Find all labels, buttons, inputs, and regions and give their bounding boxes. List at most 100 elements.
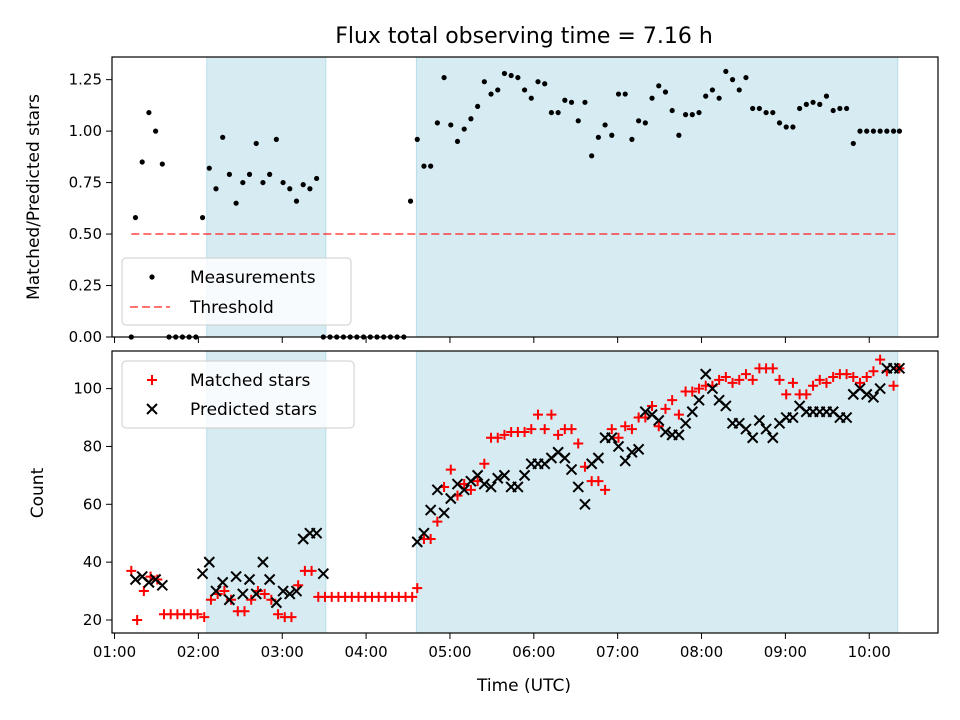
matched-stars-point <box>600 484 611 495</box>
matched-stars-point <box>868 366 879 377</box>
x-tick-label: 07:00 <box>596 643 639 661</box>
measurement-point <box>803 101 809 107</box>
predicted-stars-point <box>720 400 732 412</box>
measurement-point <box>589 153 595 159</box>
measurement-point <box>662 89 669 95</box>
measurement-point <box>521 87 528 93</box>
predicted-stars-point <box>893 362 906 375</box>
matched-stars-point <box>734 374 745 385</box>
measurement-point <box>636 118 642 124</box>
x-tick-label: 08:00 <box>680 643 723 661</box>
matched-stars-point <box>747 374 758 385</box>
measurement-point <box>441 74 447 81</box>
x-tick-label: 05:00 <box>428 643 471 661</box>
matched-stars-point <box>808 380 819 391</box>
measurement-point <box>682 112 689 118</box>
predicted-stars-point <box>606 432 618 444</box>
matched-stars-point <box>286 612 297 623</box>
predicted-stars-point <box>284 588 296 600</box>
measurement-point <box>246 171 253 177</box>
measurement-point <box>267 171 273 177</box>
matched-stars-point <box>199 612 210 623</box>
measurement-point <box>756 105 762 112</box>
measurement-point <box>776 120 783 126</box>
matched-stars-point <box>432 516 443 527</box>
measurement-point <box>495 87 501 93</box>
measurement-point <box>837 105 843 112</box>
bottom-axes-frame <box>111 350 939 634</box>
matched-stars-point <box>205 594 216 605</box>
predicted-stars-point <box>277 585 289 597</box>
measurement-point <box>153 128 159 134</box>
measurement-point <box>213 186 219 192</box>
bottom-legend-box <box>121 360 355 429</box>
measurement-point <box>428 163 434 169</box>
matched-stars-point <box>801 389 812 400</box>
predicted-stars-point <box>840 411 853 424</box>
predicted-stars-point <box>250 588 262 600</box>
measurement-point <box>293 198 300 204</box>
measurement-point <box>602 122 608 128</box>
measurement-point <box>528 95 534 101</box>
measurement-point <box>656 83 662 89</box>
measurement-point <box>770 109 776 116</box>
predicted-stars-point <box>203 556 215 568</box>
legend-threshold-label: Threshold <box>189 298 274 318</box>
x-tick-label: 04:00 <box>344 643 387 661</box>
matched-stars-point <box>566 424 577 435</box>
matched-stars-point <box>499 429 510 440</box>
top-ytick-label: 0.00 <box>69 328 102 346</box>
matched-stars-point <box>259 588 270 599</box>
predicted-stars-point <box>243 573 256 586</box>
measurement-point <box>555 109 561 116</box>
measurement-point <box>857 128 863 134</box>
x-tick-label: 10:00 <box>848 643 891 661</box>
measurement-point <box>797 105 803 112</box>
matched-stars-point <box>479 458 490 469</box>
matched-stars-point <box>306 565 317 576</box>
predicted-stars-point <box>196 568 209 580</box>
predicted-stars-point <box>498 469 511 482</box>
matched-stars-point <box>132 614 143 625</box>
measurement-point <box>783 124 789 130</box>
matched-stars-point <box>673 409 684 420</box>
measurement-point <box>414 136 420 142</box>
predicted-stars-point <box>626 446 638 458</box>
matched-stars-point <box>273 609 284 620</box>
measurement-point <box>542 81 548 87</box>
bottom-ytick-label: 60 <box>83 495 102 513</box>
predicted-stars-point <box>740 423 752 435</box>
measurement-point <box>703 93 709 99</box>
predicted-stars-point <box>438 507 450 519</box>
measurement-point <box>280 179 286 186</box>
measurement-point <box>199 214 206 221</box>
predicted-stars-point <box>706 382 719 395</box>
measurement-point <box>253 140 259 147</box>
legend-predicted-marker <box>146 403 158 415</box>
predicted-stars-point <box>673 429 685 441</box>
predicted-stars-point <box>565 463 578 476</box>
measurement-point <box>870 128 877 134</box>
measurement-point <box>407 198 414 204</box>
measurement-point <box>307 186 313 192</box>
predicted-stars-point <box>767 432 779 444</box>
predicted-stars-point <box>129 573 142 586</box>
measurement-point <box>622 91 628 97</box>
predicted-stars-point <box>290 585 303 597</box>
top-ytick-label: 0.50 <box>69 225 102 243</box>
measurement-point <box>642 120 648 126</box>
measurement-point <box>669 107 675 114</box>
predicted-stars-point <box>639 406 652 418</box>
matched-stars-point <box>875 354 886 365</box>
measurement-point <box>535 79 541 85</box>
x-tick-label: 02:00 <box>177 643 220 661</box>
measurement-point <box>810 99 816 105</box>
measurement-point <box>743 74 749 81</box>
matched-stars-point <box>613 432 624 443</box>
measurement-point <box>850 140 856 147</box>
predicted-stars-point <box>492 472 504 484</box>
predicted-stars-point <box>861 388 873 401</box>
measurement-point <box>468 116 474 122</box>
predicted-stars-point <box>310 527 323 539</box>
